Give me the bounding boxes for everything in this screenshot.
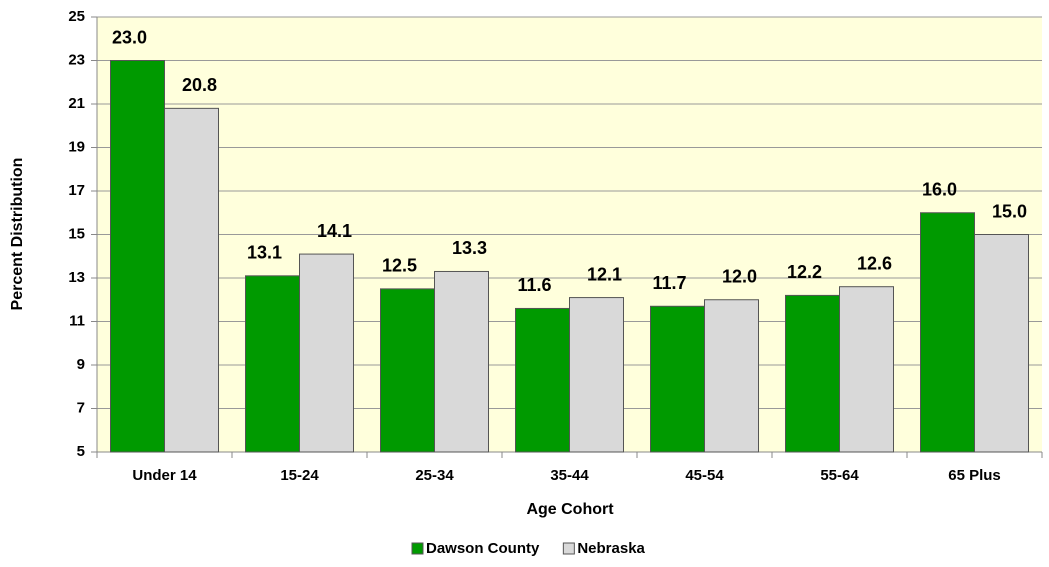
y-tick-label: 25 bbox=[68, 8, 85, 25]
bar bbox=[434, 270, 489, 453]
bar bbox=[164, 107, 219, 453]
y-tick-label: 23 bbox=[68, 51, 85, 68]
x-tick-label: 35-44 bbox=[550, 467, 589, 484]
y-tick-label: 11 bbox=[69, 312, 85, 329]
y-tick-label: 9 bbox=[77, 356, 85, 373]
bar bbox=[110, 60, 165, 453]
legend-label: Dawson County bbox=[426, 540, 540, 557]
x-tick-label: 25-34 bbox=[415, 467, 454, 484]
bar bbox=[650, 305, 705, 453]
y-tick-label: 7 bbox=[77, 399, 85, 416]
x-tick-label: 55-64 bbox=[820, 467, 859, 484]
y-tick-label: 21 bbox=[68, 95, 85, 112]
x-tick-label: Under 14 bbox=[132, 467, 197, 484]
legend-label: Nebraska bbox=[577, 540, 645, 557]
value-label: 13.1 bbox=[247, 243, 282, 263]
value-label: 20.8 bbox=[182, 75, 217, 95]
value-label: 14.1 bbox=[317, 221, 352, 241]
value-label: 16.0 bbox=[922, 180, 957, 200]
y-tick-label: 17 bbox=[68, 182, 85, 199]
y-tick-label: 13 bbox=[68, 269, 85, 286]
bar bbox=[785, 294, 840, 453]
x-tick-label: 15-24 bbox=[280, 467, 319, 484]
legend-swatch bbox=[411, 542, 424, 555]
value-label: 11.7 bbox=[652, 273, 686, 293]
legend-swatch bbox=[562, 542, 575, 555]
y-tick-label: 15 bbox=[68, 225, 85, 242]
bar bbox=[704, 299, 759, 453]
bar bbox=[974, 234, 1029, 453]
bar bbox=[920, 212, 975, 453]
value-label: 15.0 bbox=[992, 201, 1027, 221]
x-tick-label: 45-54 bbox=[685, 467, 724, 484]
bar bbox=[299, 253, 354, 453]
value-label: 12.0 bbox=[722, 267, 757, 287]
y-tick-label: 19 bbox=[68, 138, 85, 155]
value-label: 23.0 bbox=[112, 27, 147, 47]
value-label: 12.5 bbox=[382, 256, 417, 276]
x-axis-label: Age Cohort bbox=[526, 501, 614, 518]
value-label: 11.6 bbox=[517, 275, 551, 295]
bar bbox=[839, 286, 894, 453]
bar bbox=[245, 275, 300, 453]
y-tick-label: 5 bbox=[77, 443, 85, 460]
y-axis-label: Percent Distribution bbox=[9, 158, 26, 311]
bar bbox=[569, 297, 624, 453]
value-label: 13.3 bbox=[452, 238, 487, 258]
value-label: 12.2 bbox=[787, 262, 822, 282]
value-label: 12.6 bbox=[857, 253, 892, 273]
x-tick-label: 65 Plus bbox=[948, 467, 1001, 484]
bar bbox=[380, 288, 435, 453]
bar bbox=[515, 307, 570, 453]
value-label: 12.1 bbox=[587, 264, 622, 284]
